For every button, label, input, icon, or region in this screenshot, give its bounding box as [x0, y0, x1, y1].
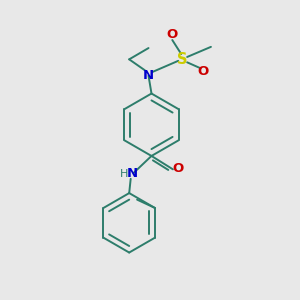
Text: O: O — [198, 65, 209, 78]
Text: O: O — [167, 28, 178, 40]
Text: H: H — [120, 169, 128, 179]
Text: O: O — [172, 162, 184, 175]
Text: S: S — [177, 52, 188, 67]
Text: N: N — [143, 69, 154, 82]
Text: N: N — [127, 167, 138, 180]
